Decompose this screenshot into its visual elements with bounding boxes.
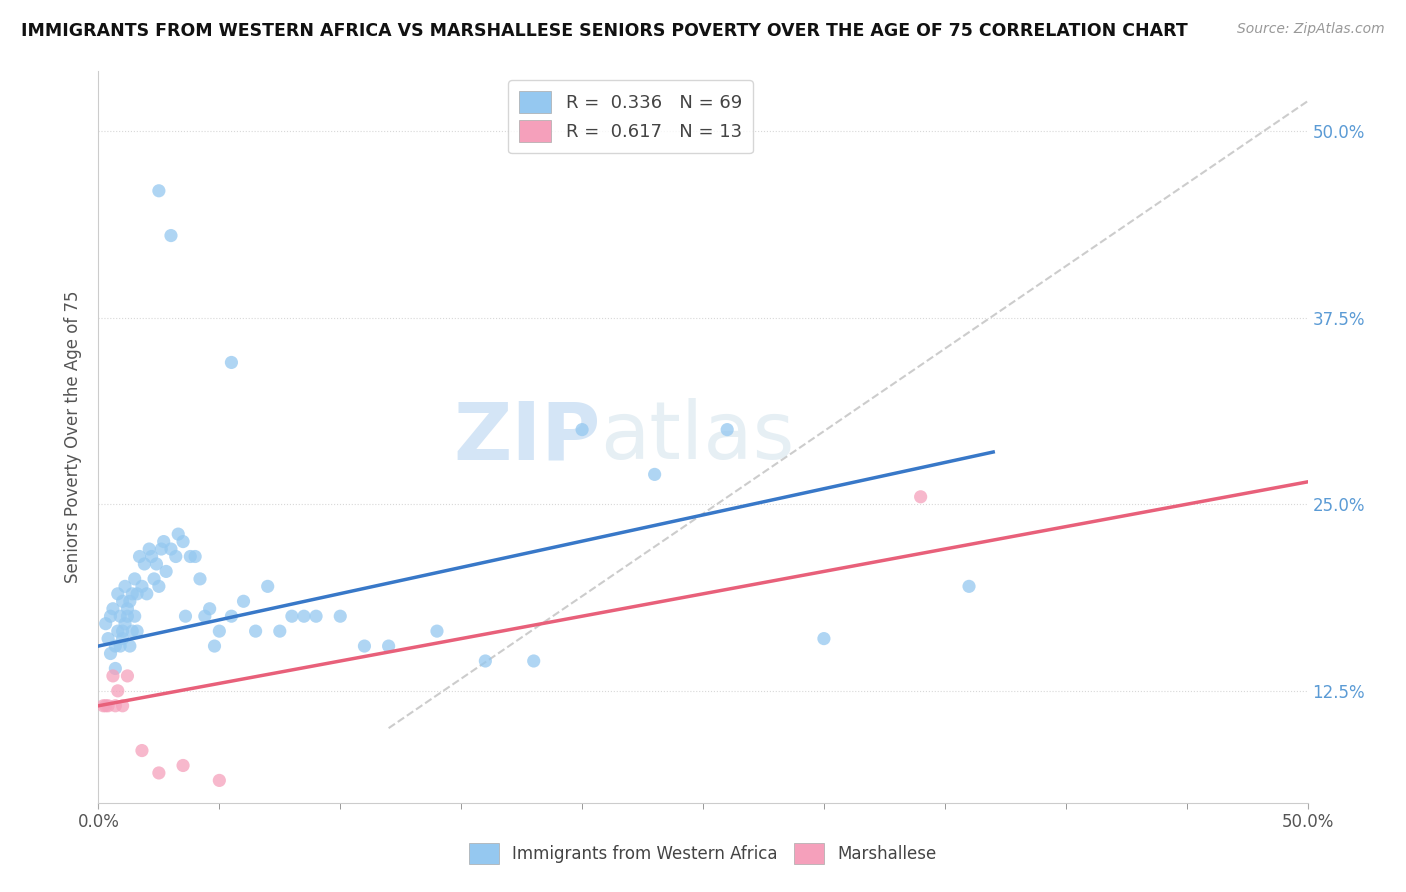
Legend: R =  0.336   N = 69, R =  0.617   N = 13: R = 0.336 N = 69, R = 0.617 N = 13 [508, 80, 752, 153]
Point [377, 639, 399, 653]
Point [426, 624, 449, 639]
Point [114, 579, 136, 593]
Text: Source: ZipAtlas.com: Source: ZipAtlas.com [1237, 22, 1385, 37]
Point [155, 565, 177, 579]
Point [117, 601, 139, 615]
Point [97, 698, 120, 713]
Point [118, 639, 141, 653]
Point [121, 587, 143, 601]
Point [117, 609, 139, 624]
Point [128, 549, 150, 564]
Point [114, 616, 136, 631]
Point [194, 609, 217, 624]
Point [97, 632, 120, 646]
Point [107, 624, 129, 639]
Point [135, 587, 157, 601]
Point [198, 601, 221, 615]
Point [353, 639, 375, 653]
Point [111, 624, 134, 639]
Point [208, 773, 231, 788]
Point [121, 624, 143, 639]
Point [813, 632, 835, 646]
Point [910, 490, 932, 504]
Text: ZIP: ZIP [453, 398, 600, 476]
Point [292, 609, 315, 624]
Point [117, 669, 139, 683]
Point [107, 683, 129, 698]
Point [100, 647, 122, 661]
Point [131, 743, 153, 757]
Point [221, 609, 243, 624]
Point [160, 228, 183, 243]
Point [131, 579, 153, 593]
Y-axis label: Seniors Poverty Over the Age of 75: Seniors Poverty Over the Age of 75 [65, 291, 83, 583]
Point [571, 423, 593, 437]
Point [329, 609, 352, 624]
Point [94, 616, 117, 631]
Point [145, 557, 167, 571]
Text: IMMIGRANTS FROM WESTERN AFRICA VS MARSHALLESE SENIORS POVERTY OVER THE AGE OF 75: IMMIGRANTS FROM WESTERN AFRICA VS MARSHA… [21, 22, 1188, 40]
Point [305, 609, 328, 624]
Point [104, 639, 127, 653]
Point [208, 624, 231, 639]
Point [172, 534, 194, 549]
Point [107, 587, 129, 601]
Point [124, 609, 146, 624]
Point [179, 549, 201, 564]
Point [957, 579, 980, 593]
Point [150, 542, 173, 557]
Point [138, 542, 160, 557]
Point [281, 609, 304, 624]
Point [94, 698, 117, 713]
Point [269, 624, 291, 639]
Point [127, 624, 149, 639]
Point [165, 549, 187, 564]
Point [108, 609, 131, 624]
Point [101, 601, 124, 615]
Point [148, 579, 170, 593]
Point [245, 624, 267, 639]
Point [644, 467, 666, 482]
Text: atlas: atlas [600, 398, 794, 476]
Point [108, 639, 131, 653]
Point [172, 758, 194, 772]
Point [104, 661, 127, 675]
Point [104, 698, 127, 713]
Point [148, 184, 170, 198]
Point [111, 594, 134, 608]
Point [111, 698, 134, 713]
Point [134, 557, 156, 571]
Point [141, 549, 163, 564]
Point [256, 579, 278, 593]
Point [152, 534, 174, 549]
Point [474, 654, 496, 668]
Point [124, 572, 146, 586]
Point [160, 542, 183, 557]
Point [204, 639, 226, 653]
Point [127, 587, 149, 601]
Point [148, 766, 170, 780]
Point [716, 423, 738, 437]
Point [523, 654, 546, 668]
Point [174, 609, 197, 624]
Point [143, 572, 166, 586]
Point [188, 572, 211, 586]
Point [101, 669, 124, 683]
Point [232, 594, 254, 608]
Point [221, 355, 243, 369]
Point [184, 549, 207, 564]
Point [111, 632, 134, 646]
Point [100, 609, 122, 624]
Point [118, 594, 141, 608]
Legend: Immigrants from Western Africa, Marshallese: Immigrants from Western Africa, Marshall… [463, 837, 943, 871]
Point [91, 698, 114, 713]
Point [167, 527, 190, 541]
